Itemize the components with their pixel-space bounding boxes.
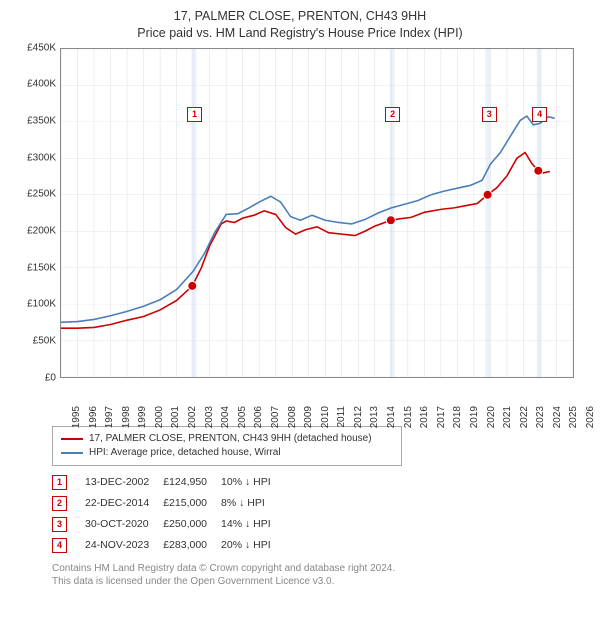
y-tick-label: £450K	[27, 42, 56, 53]
x-tick-label: 2017	[436, 406, 447, 428]
sale-date: 30-OCT-2020	[85, 514, 163, 535]
sale-flag-cell: 3	[52, 514, 85, 535]
sale-price: £250,000	[163, 514, 221, 535]
table-row: 3 30-OCT-2020£250,00014% ↓ HPI	[52, 514, 285, 535]
sale-marker	[188, 281, 197, 290]
sale-delta: 20% ↓ HPI	[221, 535, 285, 556]
title-line-1: 17, PALMER CLOSE, PRENTON, CH43 9HH	[14, 8, 586, 25]
sale-flag-box: 1	[52, 475, 67, 490]
sale-flag-box: 3	[52, 517, 67, 532]
sale-flag-cell: 2	[52, 493, 85, 514]
legend: 17, PALMER CLOSE, PRENTON, CH43 9HH (det…	[52, 426, 402, 466]
x-tick-label: 2026	[585, 406, 596, 428]
y-tick-label: £50K	[33, 336, 56, 347]
x-tick-label: 2011	[336, 406, 347, 428]
chart-area: £0 £50K £100K £150K £200K £250K £300K £350K £400…	[14, 48, 586, 418]
sale-flag-cell: 1	[52, 472, 85, 493]
x-tick-label: 2015	[403, 406, 414, 428]
sale-flag: 4	[532, 107, 547, 122]
marker-overlay	[61, 49, 573, 377]
x-tick-label: 1995	[71, 406, 82, 428]
x-tick-label: 2006	[254, 406, 265, 428]
sale-price: £215,000	[163, 493, 221, 514]
x-tick-label: 2012	[353, 406, 364, 428]
x-tick-label: 2022	[519, 406, 530, 428]
x-tick-label: 2024	[552, 406, 563, 428]
x-tick-label: 2016	[419, 406, 430, 428]
sale-price: £283,000	[163, 535, 221, 556]
x-tick-label: 2004	[220, 406, 231, 428]
x-tick-label: 2009	[303, 406, 314, 428]
sale-date: 13-DEC-2002	[85, 472, 163, 493]
sale-flag: 2	[385, 107, 400, 122]
plot-area: 1 2 3 4	[60, 48, 574, 378]
x-tick-label: 2005	[237, 406, 248, 428]
x-tick-label: 2020	[486, 406, 497, 428]
x-tick-label: 2014	[386, 406, 397, 428]
x-tick-label: 2007	[270, 406, 281, 428]
y-tick-label: £200K	[27, 226, 56, 237]
x-tick-label: 2023	[535, 406, 546, 428]
x-tick-label: 1998	[121, 406, 132, 428]
x-tick-label: 2021	[502, 406, 513, 428]
sale-marker	[534, 166, 543, 175]
legend-swatch	[61, 438, 83, 440]
x-tick-label: 2019	[469, 406, 480, 428]
x-tick-label: 2008	[287, 406, 298, 428]
y-tick-label: £400K	[27, 79, 56, 90]
table-row: 1 13-DEC-2002£124,95010% ↓ HPI	[52, 472, 285, 493]
sale-delta: 10% ↓ HPI	[221, 472, 285, 493]
sale-marker	[386, 216, 395, 225]
chart-container: 17, PALMER CLOSE, PRENTON, CH43 9HH Pric…	[0, 0, 600, 620]
y-tick-label: £300K	[27, 152, 56, 163]
sale-flag-cell: 4	[52, 535, 85, 556]
y-axis-labels: £0£50K£100K£150K£200K£250K£300K£350K£400…	[14, 48, 58, 378]
footnote-line-1: Contains HM Land Registry data © Crown c…	[52, 562, 586, 576]
sale-date: 22-DEC-2014	[85, 493, 163, 514]
x-tick-label: 2025	[569, 406, 580, 428]
legend-label: HPI: Average price, detached house, Wirr…	[89, 446, 281, 460]
y-tick-label: £250K	[27, 189, 56, 200]
x-tick-label: 2003	[204, 406, 215, 428]
sale-flag-box: 4	[52, 538, 67, 553]
sale-flag-box: 2	[52, 496, 67, 511]
sales-table: 1 13-DEC-2002£124,95010% ↓ HPI 2 22-DEC-201…	[52, 472, 285, 556]
legend-swatch	[61, 452, 83, 454]
table-row: 2 22-DEC-2014£215,0008% ↓ HPI	[52, 493, 285, 514]
y-tick-label: £0	[45, 372, 56, 383]
sale-marker	[483, 190, 492, 199]
x-tick-label: 2013	[370, 406, 381, 428]
footnote: Contains HM Land Registry data © Crown c…	[52, 562, 586, 589]
x-tick-label: 1999	[137, 406, 148, 428]
x-tick-label: 1996	[88, 406, 99, 428]
sale-flag: 3	[482, 107, 497, 122]
table-row: 4 24-NOV-2023£283,00020% ↓ HPI	[52, 535, 285, 556]
y-tick-label: £100K	[27, 299, 56, 310]
x-tick-label: 2001	[171, 406, 182, 428]
chart-title: 17, PALMER CLOSE, PRENTON, CH43 9HH Pric…	[14, 8, 586, 42]
sale-flag: 1	[187, 107, 202, 122]
x-tick-label: 2000	[154, 406, 165, 428]
title-line-2: Price paid vs. HM Land Registry's House …	[14, 25, 586, 42]
x-tick-label: 2010	[320, 406, 331, 428]
y-tick-label: £150K	[27, 262, 56, 273]
x-tick-label: 2018	[452, 406, 463, 428]
x-tick-label: 2002	[187, 406, 198, 428]
sale-delta: 8% ↓ HPI	[221, 493, 285, 514]
sale-delta: 14% ↓ HPI	[221, 514, 285, 535]
x-axis-labels: 1995199619971998199920002001200220032004…	[60, 378, 574, 420]
footnote-line-2: This data is licensed under the Open Gov…	[52, 575, 586, 589]
legend-item: 17, PALMER CLOSE, PRENTON, CH43 9HH (det…	[61, 432, 393, 446]
legend-item: HPI: Average price, detached house, Wirr…	[61, 446, 393, 460]
sale-date: 24-NOV-2023	[85, 535, 163, 556]
sale-price: £124,950	[163, 472, 221, 493]
legend-label: 17, PALMER CLOSE, PRENTON, CH43 9HH (det…	[89, 432, 372, 446]
y-tick-label: £350K	[27, 116, 56, 127]
x-tick-label: 1997	[104, 406, 115, 428]
